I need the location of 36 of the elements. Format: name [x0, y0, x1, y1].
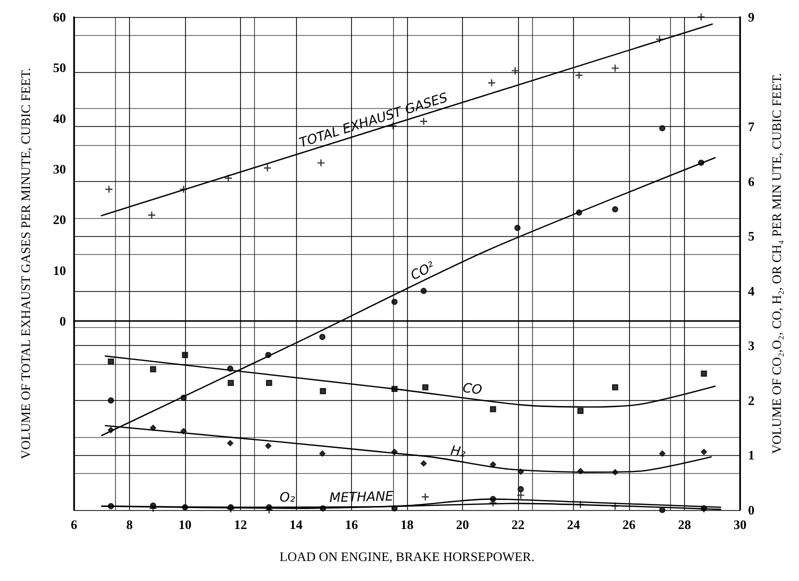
x-tick-label: 6	[70, 517, 78, 532]
series-label: O₂	[280, 490, 296, 506]
y2-tick-label: 9	[748, 10, 755, 24]
x-tick-label: 8	[126, 517, 134, 532]
text: CO	[462, 381, 483, 398]
text: H₂	[450, 444, 467, 461]
text: CO²	[408, 260, 438, 284]
y2-tick-label: 7	[748, 119, 755, 134]
y-tick-label: 60	[53, 10, 66, 24]
y-tick-label: 0	[60, 314, 66, 329]
y-tick-label: 50	[53, 60, 66, 76]
x-tick-label: 22	[512, 517, 524, 532]
x-tick-label: 24	[567, 517, 580, 532]
y2-tick-label: 2	[748, 392, 754, 408]
y-tick-label: 10	[53, 262, 66, 278]
x-tick-label: 26	[622, 517, 636, 532]
x-tick-label: 14	[290, 517, 303, 532]
y2-axis-title: VOLUME OF CO₂,O₂, CO, H₂, OR CH₄ PER MIN UTE, CUBIC FEET.	[769, 73, 784, 454]
x-tick-label: 28	[678, 517, 692, 532]
y2-tick-label: 5	[748, 228, 755, 244]
x-tick-label: 16	[345, 517, 358, 532]
y2-tick-label: 0	[748, 502, 754, 518]
y2-tick-label: 6	[748, 174, 755, 189]
x-tick-label: 12	[234, 517, 247, 532]
y2-tick-label: 1	[748, 448, 754, 463]
y-axis-title: VOLUME OF TOTAL EXHAUST GASES PER MINUTE, CUBIC FEET.	[18, 68, 33, 460]
y-tick-label: 40	[53, 110, 66, 126]
x-tick-label: 10	[178, 517, 192, 532]
y2-tick-label: 4	[748, 283, 755, 298]
y2-tick-label: 3	[748, 338, 755, 354]
y-tick-label: 20	[53, 212, 66, 228]
y-tick-label: 30	[53, 162, 66, 177]
x-tick-label: 30	[734, 517, 746, 532]
x-tick-label: 18	[400, 517, 414, 532]
x-tick-label: 20	[456, 517, 469, 532]
x-axis-title: LOAD ON ENGINE, BRAKE HORSEPOWER.	[280, 549, 534, 564]
